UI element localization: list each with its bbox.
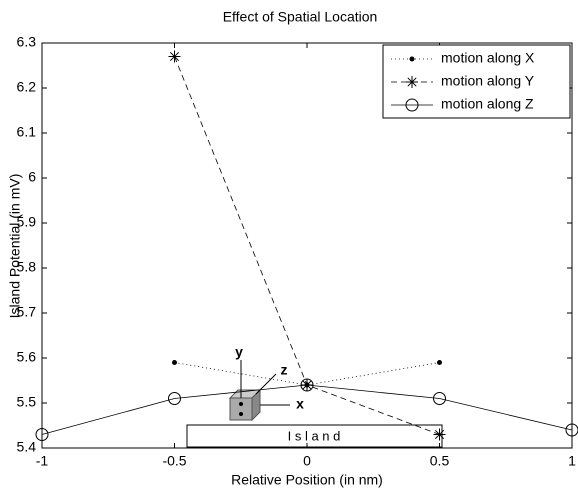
- marker: [433, 428, 446, 441]
- marker: [433, 392, 446, 405]
- x-tick-label: 0: [303, 453, 311, 469]
- marker: [300, 378, 314, 392]
- x-tick-label: -1: [36, 453, 49, 469]
- series-line: [41, 384, 573, 435]
- marker: [168, 392, 181, 405]
- marker: [437, 360, 442, 365]
- legend-marker: [406, 76, 418, 88]
- inset-x: x: [296, 396, 304, 412]
- x-axis-label: Relative Position (in nm): [231, 472, 383, 488]
- y-tick-label: 5.5: [17, 394, 37, 410]
- x-tick-label: 0.5: [430, 453, 450, 469]
- island-box: [186, 424, 443, 448]
- marker: [565, 423, 578, 437]
- y-tick-label: 6: [28, 169, 36, 185]
- axes-inset: [228, 360, 290, 422]
- y-tick-label: 5.4: [17, 439, 37, 455]
- chart-title: Effect of Spatial Location: [223, 9, 378, 25]
- y-axis-label: Island Potential (in mV): [7, 174, 23, 319]
- legend-marker: [409, 56, 415, 62]
- marker: [35, 428, 49, 441]
- y-tick-label: 5.8: [17, 259, 37, 275]
- y-tick-label: 5.9: [17, 214, 37, 230]
- inset-z: z: [281, 362, 288, 378]
- marker: [172, 360, 177, 365]
- marker: [168, 50, 181, 63]
- inset-y: y: [235, 344, 243, 360]
- x-tick-label: 1: [568, 453, 576, 469]
- island-label: I s l a n d: [288, 428, 341, 443]
- x-tick-label: -0.5: [162, 453, 186, 469]
- y-tick-label: 5.7: [17, 304, 37, 320]
- series-line: [174, 362, 440, 386]
- legend-label: motion along Z: [441, 96, 534, 112]
- y-tick-label: 6.3: [17, 34, 37, 50]
- legend-marker: [405, 98, 419, 112]
- legend-label: motion along Y: [441, 73, 535, 89]
- legend-label: motion along X: [441, 50, 535, 66]
- y-tick-label: 5.6: [17, 349, 37, 365]
- y-tick-label: 6.1: [17, 124, 37, 140]
- y-tick-label: 6.2: [17, 79, 37, 95]
